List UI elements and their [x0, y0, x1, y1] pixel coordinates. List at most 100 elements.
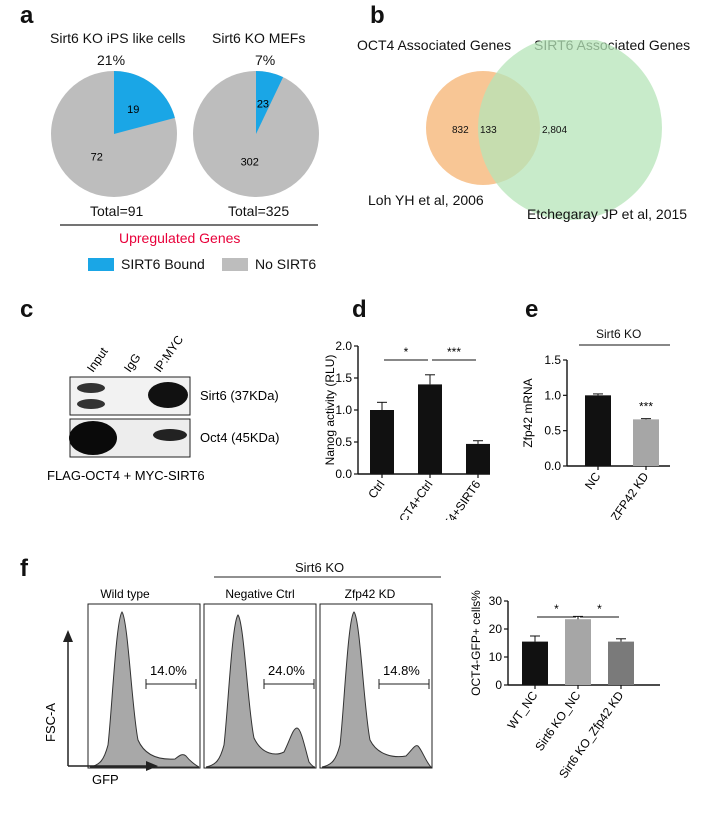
panel-label-c: c	[20, 296, 34, 323]
panel-label-d: d	[352, 296, 367, 323]
gfp-label: GFP	[92, 772, 119, 787]
chart-e-bar-0	[585, 395, 611, 466]
histogram-frame-zfp42-kd	[319, 603, 433, 769]
venn-diagram: 832 133 2,804	[426, 40, 662, 220]
band-label-sirt6: Sirt6 (37KDa)	[200, 388, 279, 403]
pie-right-label-bound: 23	[257, 98, 269, 110]
histogram-zfp42-kd	[321, 611, 433, 768]
panel-label-f: f	[20, 555, 28, 582]
legend-bound-label: SIRT6 Bound	[121, 256, 205, 272]
y-axis-arrowhead	[63, 630, 73, 642]
panel-f-header: Sirt6 KO	[295, 560, 345, 575]
gate-label-negative-ctrl: 24.0%	[268, 663, 305, 678]
pie-left-total: Total=91	[90, 203, 144, 219]
fsc-a-label: FSC-A	[43, 703, 58, 742]
pie-right-slice-bound	[256, 71, 284, 134]
venn-sirt6-circle	[478, 40, 662, 220]
gate-zfp42-kd	[378, 679, 430, 689]
venn-left-title: OCT4 Associated Genes	[357, 37, 512, 53]
chart-d-sig-0: *	[404, 345, 409, 359]
chart-e-sig-0: ***	[639, 400, 653, 414]
gate-label-zfp42-kd: 14.8%	[383, 663, 420, 678]
chart-e-bar-1	[633, 419, 659, 466]
pie-left-slice-bound	[114, 71, 175, 134]
histogram-frame-wildtype	[87, 603, 201, 769]
chart-d-category-0: Ctrl	[365, 478, 387, 501]
chart-e-category-0: NC	[582, 469, 604, 492]
panel-label-a: a	[20, 2, 34, 29]
venn-left-count: 832	[452, 125, 469, 136]
gate-label-wildtype: 14.0%	[150, 663, 187, 678]
chart-d-ylabel: Nanog activity (RLU)	[323, 355, 337, 466]
pie-right: 23 302	[193, 71, 319, 197]
band-ip-oct4	[153, 429, 187, 441]
chart-d-bar-0	[370, 410, 394, 474]
western-blot: Input IgG IP:MYC Sirt6 (37KDa) Oct4 (45K…	[47, 333, 279, 483]
pie-left-percent: 21%	[97, 52, 126, 68]
chart-d-ytick-label: 0.0	[335, 467, 352, 481]
venn-right-count: 2,804	[542, 125, 567, 136]
pie-right-title: Sirt6 KO MEFs	[212, 30, 306, 46]
chart-d-ytick-label: 0.5	[335, 435, 352, 449]
chart-e-ytick-label: 0.0	[544, 459, 561, 473]
panel-label-b: b	[370, 2, 385, 29]
chart-f-ytick-label: 0	[495, 678, 502, 692]
chart-d-ytick-label: 1.0	[335, 403, 352, 417]
chart-f-bar-0	[522, 641, 548, 685]
bar-chart-e: 0.0 0.5 1.0 1.5 Zfp42 mRNA NC ZFP42 KD ***	[521, 344, 670, 520]
hist-title-negative-ctrl: Negative Ctrl	[225, 587, 294, 601]
upregulated-genes-label: Upregulated Genes	[119, 230, 241, 246]
chart-e-ytick-label: 1.0	[544, 388, 561, 402]
gate-wildtype	[145, 679, 197, 689]
panel-e-header: Sirt6 KO	[596, 327, 642, 341]
chart-f-bar-2	[608, 641, 634, 685]
pie-left-label-bound: 19	[127, 104, 139, 116]
histogram-negative-ctrl	[205, 614, 316, 768]
chart-f-ytick-label: 30	[489, 594, 503, 608]
pie-right-label-no-sirt6: 302	[241, 157, 259, 169]
legend-bound-swatch	[88, 258, 114, 271]
chart-f-sig-1: *	[597, 602, 602, 616]
chart-e-ytick-label: 1.5	[544, 353, 561, 367]
chart-d-bar-1	[418, 384, 442, 474]
pie-right-percent: 7%	[255, 52, 276, 68]
legend-none-label: No SIRT6	[255, 256, 317, 272]
venn-right-reference: Etchegaray JP et al, 2015	[527, 206, 688, 222]
chart-f-sig-0: *	[554, 602, 559, 616]
band-ip-sirt6	[148, 382, 188, 408]
band-input-oct4	[69, 421, 117, 455]
pie-left-label-no-sirt6: 72	[91, 151, 103, 163]
chart-d-category-1: OCT4+Ctrl	[391, 478, 436, 520]
pie-right-total: Total=325	[228, 203, 290, 219]
band-label-oct4: Oct4 (45KDa)	[200, 430, 279, 445]
x-axis-arrowhead	[146, 761, 158, 771]
chart-d-bar-2	[466, 443, 490, 474]
chart-e-category-1: ZFP42 KD	[608, 469, 652, 520]
panel-label-e: e	[525, 296, 539, 323]
venn-left-reference: Loh YH et al, 2006	[368, 192, 484, 208]
venn-overlap-count: 133	[480, 125, 497, 136]
blot-caption: FLAG-OCT4 + MYC-SIRT6	[47, 468, 205, 483]
chart-f-ytick-label: 20	[489, 622, 503, 636]
gate-negative-ctrl	[263, 679, 315, 689]
histogram-wildtype	[89, 611, 200, 768]
legend-none-swatch	[222, 258, 248, 271]
band-input-sirt6-lower	[77, 399, 105, 409]
chart-f-ytick-label: 10	[489, 650, 503, 664]
lane-label-ip-myc: IP:MYC	[151, 333, 186, 375]
chart-f-category-0: WT_NC	[505, 688, 541, 731]
chart-f-ylabel: OCT4-GFP+ cells%	[469, 590, 483, 696]
chart-d-sig-1: ***	[447, 345, 461, 359]
chart-d-ytick-label: 1.5	[335, 371, 352, 385]
chart-e-ylabel: Zfp42 mRNA	[521, 378, 535, 447]
band-input-sirt6-upper	[77, 383, 105, 393]
chart-f-bar-1	[565, 619, 591, 685]
lane-label-input: Input	[84, 344, 111, 374]
chart-e-ytick-label: 0.5	[544, 424, 561, 438]
chart-d-category-2: OCT4+SIRT6	[430, 477, 483, 520]
chart-d-ytick-label: 2.0	[335, 339, 352, 353]
